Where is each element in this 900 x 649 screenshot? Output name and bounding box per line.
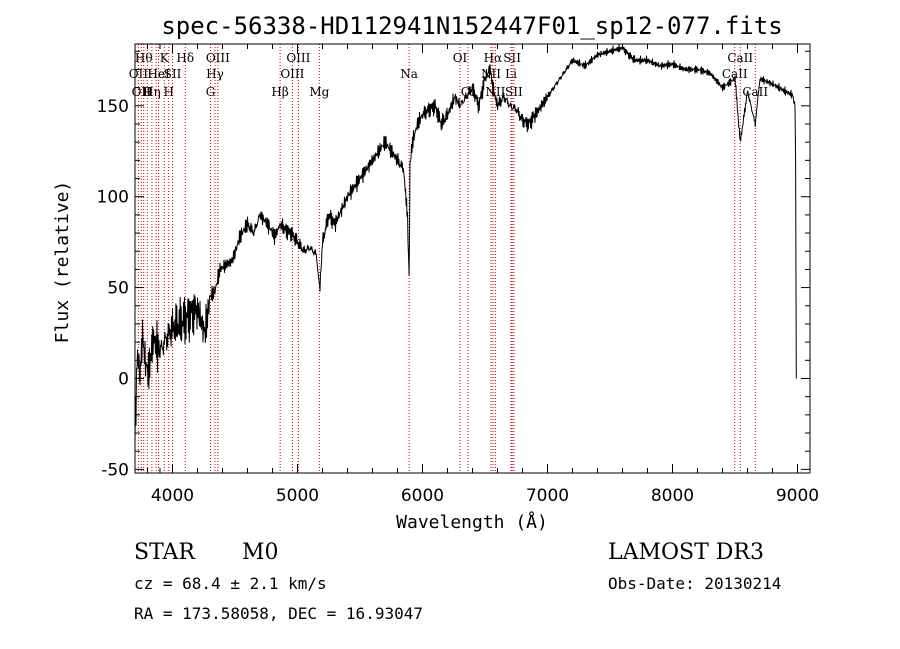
y-tick-label: 0 xyxy=(118,369,129,389)
line-marker-label: G xyxy=(206,85,216,99)
line-marker-label: Li xyxy=(505,67,517,81)
x-tick-label: 5000 xyxy=(276,486,319,506)
axes: 4000 5000 6000 7000 8000 9000 -50 0 50 100 150 xyxy=(97,44,819,506)
line-marker-label: Hθ xyxy=(135,51,153,65)
line-marker-label: SII xyxy=(505,85,523,99)
line-marker-label: Hη xyxy=(143,85,161,99)
y-tick-label: 150 xyxy=(97,97,129,117)
line-marker-label: CaII xyxy=(742,85,768,99)
line-marker-label: He xyxy=(147,67,165,81)
object-subclass: M0 xyxy=(242,540,279,565)
line-marker-label: K xyxy=(160,51,170,65)
observation-date: Obs-Date: 20130214 xyxy=(608,574,782,593)
x-tick-label: 7000 xyxy=(526,486,569,506)
line-marker-label: OIII xyxy=(206,51,230,65)
y-axis-label: Flux (relative) xyxy=(52,181,73,344)
line-marker-label: Hβ xyxy=(271,85,288,99)
y-tick-label: 100 xyxy=(97,188,129,208)
line-marker-label: H xyxy=(164,85,174,99)
x-tick-label: 4000 xyxy=(151,486,194,506)
line-marker-label: Hα xyxy=(484,51,503,65)
x-tick-label: 9000 xyxy=(776,486,819,506)
survey-name: LAMOST DR3 xyxy=(608,540,764,565)
line-marker-label: SII xyxy=(503,51,521,65)
line-marker-label: H xyxy=(142,85,152,99)
spectrum-series xyxy=(134,43,797,445)
plot-frame xyxy=(134,43,811,474)
x-tick-label: 6000 xyxy=(401,486,444,506)
line-marker-label: OI xyxy=(453,51,468,65)
line-markers: OIIOIIHθHHηHeHeIKHSIIHδGHγOIIIHβOIIIOIII… xyxy=(129,44,768,473)
y-tick-label: 50 xyxy=(107,279,129,299)
line-marker-label: SII xyxy=(164,67,182,81)
line-marker-label: NII xyxy=(485,85,505,99)
line-marker-label: OIII xyxy=(280,67,304,81)
x-tick-label: 8000 xyxy=(651,486,694,506)
chart-title: spec-56338-HD112941N152447F01_sp12-077.f… xyxy=(161,12,782,40)
line-marker-label: OIII xyxy=(286,51,310,65)
y-tick-label: -50 xyxy=(101,460,129,480)
line-marker-label: Hδ xyxy=(176,51,194,65)
line-marker-label: Hγ xyxy=(206,67,224,81)
redshift-velocity: cz = 68.4 ± 2.1 km/s xyxy=(134,574,327,593)
x-axis-label: Wavelength (Å) xyxy=(396,511,548,533)
line-marker-label: CaII xyxy=(727,51,753,65)
line-marker-label: OII xyxy=(132,85,152,99)
spectrum-line xyxy=(134,43,797,445)
line-marker-label: Mg xyxy=(309,85,329,99)
coordinates: RA = 173.58058, DEC = 16.93047 xyxy=(134,604,423,623)
line-marker-label: CaII xyxy=(722,67,748,81)
object-class: STAR xyxy=(134,540,195,565)
line-marker-label: Na xyxy=(400,67,418,81)
